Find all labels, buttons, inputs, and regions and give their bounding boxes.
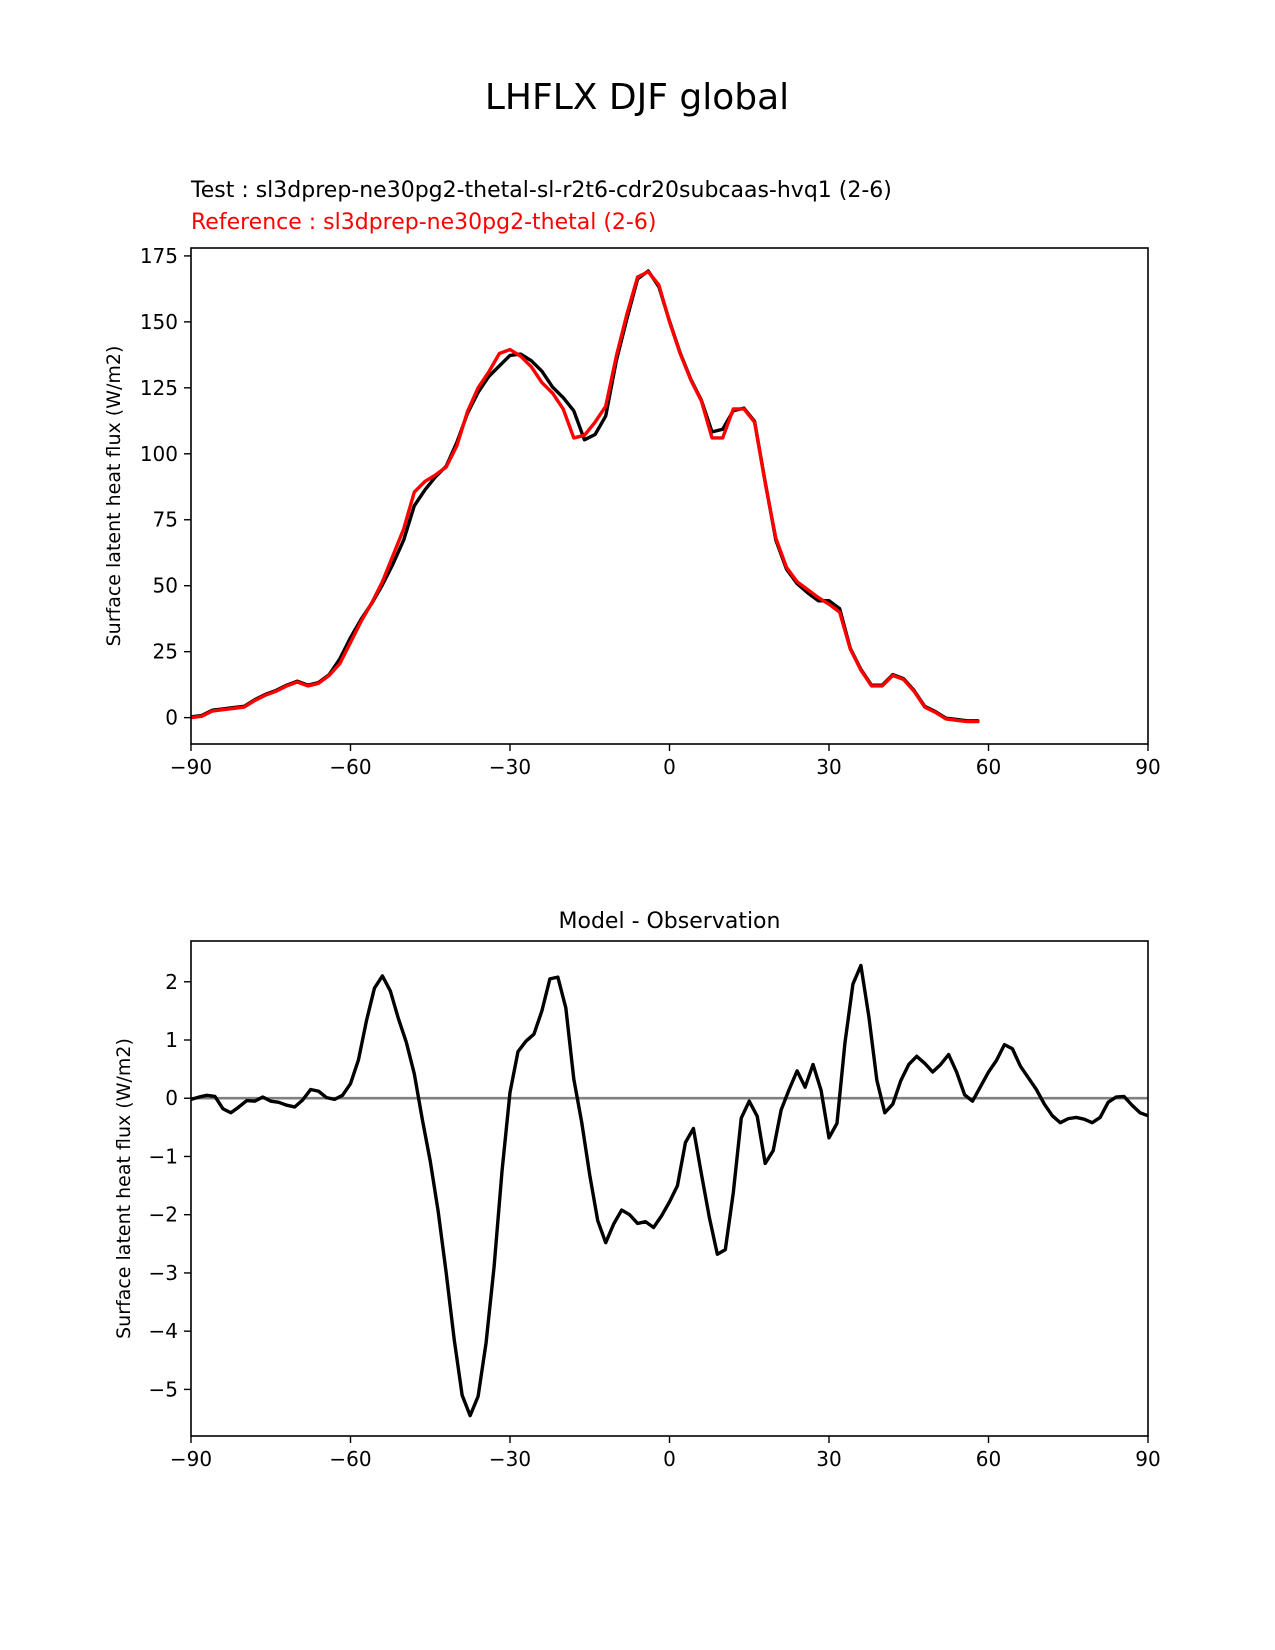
x-tick-label: 30 <box>816 755 841 779</box>
x-tick-label: −90 <box>170 1447 212 1471</box>
y-tick-label: 0 <box>165 1086 178 1110</box>
x-tick-label: −60 <box>329 755 371 779</box>
y-tick-label: 150 <box>140 310 178 334</box>
x-tick-label: 90 <box>1135 1447 1160 1471</box>
y-tick-label: 25 <box>153 640 178 664</box>
y-tick-label: −1 <box>149 1144 178 1168</box>
top-plot: −90 −60 −30 0 30 60 90 0 25 50 75 100 125 150 175 Surfa… <box>103 244 1161 779</box>
test-label: Test : sl3dprep-ne30pg2-thetal-sl-r2t6-c… <box>190 178 892 203</box>
y-tick-label: −2 <box>149 1203 178 1227</box>
y-tick-label: 2 <box>165 970 178 994</box>
y-tick-label: 125 <box>140 376 178 400</box>
y-tick-label: 75 <box>153 508 178 532</box>
series-line-reference <box>191 270 980 724</box>
x-tick-label: 60 <box>976 1447 1001 1471</box>
x-tick-label: −30 <box>489 1447 531 1471</box>
y-axis-label: Surface latent heat flux (W/m2) <box>113 1038 135 1339</box>
x-tick-label: −90 <box>170 755 212 779</box>
x-tick-label: −60 <box>329 1447 371 1471</box>
x-tick-label: 0 <box>663 755 676 779</box>
panel-title: Model - Observation <box>559 909 781 934</box>
y-tick-label: 175 <box>140 244 178 268</box>
x-tick-label: 60 <box>976 755 1001 779</box>
x-tick-label: −30 <box>489 755 531 779</box>
y-tick-label: 100 <box>140 442 178 466</box>
series-line-model-observation <box>191 963 1148 1418</box>
axes-frame <box>190 940 1149 1437</box>
reference-label: Reference : sl3dprep-ne30pg2-thetal (2-6… <box>191 210 656 235</box>
y-axis-label: Surface latent heat flux (W/m2) <box>103 346 125 647</box>
y-tick-label: −3 <box>149 1261 178 1285</box>
figure-title: LHFLX DJF global <box>485 77 789 118</box>
x-tick-label: 90 <box>1135 755 1160 779</box>
y-tick-label: 50 <box>153 574 178 598</box>
series-line-test <box>191 269 980 723</box>
bottom-plot: −90 −60 −30 0 30 60 90 2 1 0 −1 −2 −3 −4 −5 Surface lat… <box>113 909 1161 1471</box>
y-tick-label: −5 <box>149 1377 178 1401</box>
x-tick-label: 30 <box>816 1447 841 1471</box>
y-tick-label: 1 <box>165 1028 178 1052</box>
y-tick-label: 0 <box>165 706 178 730</box>
x-tick-label: 0 <box>663 1447 676 1471</box>
y-tick-label: −4 <box>149 1319 178 1343</box>
